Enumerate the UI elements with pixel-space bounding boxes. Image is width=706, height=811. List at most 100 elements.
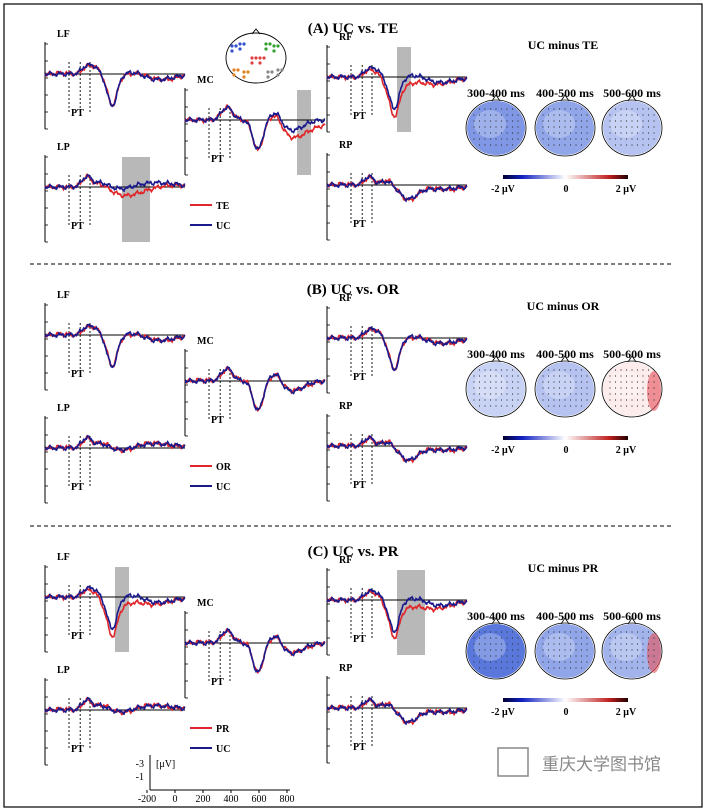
channel-rf: RF PT — [326, 293, 468, 394]
colorbar-bar — [503, 175, 628, 179]
electrode-dot — [478, 661, 481, 663]
electrode-dot — [511, 631, 514, 633]
electrode-dot — [609, 661, 611, 663]
electrode-dot — [575, 375, 577, 377]
electrode-dot — [631, 144, 633, 146]
electrode-dot — [489, 387, 492, 389]
electrode-dot — [473, 381, 475, 383]
electrode-dot — [586, 381, 588, 383]
watermark-text: 重庆大学图书馆 — [542, 755, 661, 775]
electrode-dot — [489, 405, 492, 407]
pt-label: PT — [71, 744, 84, 755]
electrode-dot — [647, 108, 650, 110]
electrode-dot — [575, 387, 577, 389]
electrode-dot — [558, 375, 561, 377]
electrode-dot — [569, 132, 572, 134]
electrode-dot — [484, 108, 486, 110]
electrode-dot — [517, 661, 519, 663]
colorbar-min: -2 μV — [491, 184, 515, 195]
nose — [560, 94, 570, 102]
electrode-dot — [547, 387, 550, 389]
electrode-dot — [547, 661, 550, 663]
uc-wave — [326, 697, 468, 726]
electrode-dot — [478, 126, 481, 128]
electrode-dot — [473, 393, 475, 395]
channel-label: LP — [57, 665, 70, 676]
topomap — [603, 101, 661, 155]
nose — [627, 617, 637, 625]
electrode-dot — [558, 393, 561, 395]
electrode-dot — [569, 643, 572, 645]
topo-highlight — [610, 633, 642, 661]
electrode-dot — [569, 637, 572, 639]
colorbar-bar — [503, 698, 628, 702]
electrode-dot — [609, 643, 611, 645]
electrode-dot — [569, 126, 572, 128]
electrode-dot — [484, 393, 486, 395]
electrode-dot — [511, 369, 514, 371]
electrode-dot — [547, 637, 550, 639]
electrode-dot — [489, 369, 492, 371]
electrode-dot — [547, 375, 550, 377]
electrode-dot — [636, 369, 639, 371]
electrode-dot — [558, 661, 561, 663]
montage-electrode — [250, 56, 254, 60]
electrode-dot — [631, 138, 633, 140]
electrode-dot — [631, 637, 633, 639]
electrode-dot — [564, 655, 566, 657]
electrode-dot — [653, 120, 655, 122]
electrode-dot — [506, 369, 508, 371]
pt-label: PT — [353, 372, 366, 383]
montage-electrode — [250, 61, 254, 65]
head-outline — [601, 99, 663, 157]
electrode-dot — [547, 120, 550, 122]
electrode-dot — [500, 120, 503, 122]
electrode-dot — [580, 138, 583, 140]
time-window-label: 400-500 ms — [536, 347, 594, 361]
topomaps: 300-400 ms 400-500 ms 500-600 ms — [465, 86, 663, 157]
electrode-dot — [636, 643, 639, 645]
electrode-dot — [580, 661, 583, 663]
topo-highlight — [474, 110, 506, 138]
electrode-dot — [478, 381, 481, 383]
montage-electrode — [276, 68, 280, 72]
electrode-dot — [647, 387, 650, 389]
electrode-dot — [489, 114, 492, 116]
electrode-dot — [642, 655, 644, 657]
channel-label: LF — [57, 29, 70, 40]
electrode-dot — [575, 655, 577, 657]
topomap — [467, 101, 525, 155]
uc-wave — [326, 326, 468, 372]
electrode-dot — [478, 667, 481, 669]
colorbar: -2 μV 0 2 μV — [491, 175, 637, 195]
electrode-dot — [653, 661, 655, 663]
electrode-dot — [620, 120, 622, 122]
electrode-dot — [517, 114, 519, 116]
electrode-dot — [517, 649, 519, 651]
electrode-dot — [642, 381, 644, 383]
electrode-dot — [614, 114, 617, 116]
electrode-dot — [558, 399, 561, 401]
electrode-dot — [511, 138, 514, 140]
electrode-dot — [625, 381, 628, 383]
electrode-dot — [636, 387, 639, 389]
outer-border — [3, 3, 703, 808]
electrode-dot — [517, 120, 519, 122]
pt-label: PT — [71, 221, 84, 232]
electrode-dot — [511, 393, 514, 395]
time-window-label: 400-500 ms — [536, 609, 594, 623]
electrode-dot — [575, 393, 577, 395]
electrode-dot — [620, 631, 622, 633]
electrode-dot — [489, 399, 492, 401]
electrode-dot — [511, 144, 514, 146]
electrode-dot — [569, 399, 572, 401]
electrode-dot — [569, 369, 572, 371]
electrode-dot — [547, 108, 550, 110]
montage-electrode — [258, 56, 262, 60]
montage-electrode — [272, 44, 276, 48]
electrode-dot — [620, 661, 622, 663]
electrode-dot — [473, 120, 475, 122]
montage-electrode — [276, 44, 280, 48]
head-outline — [601, 622, 663, 680]
electrode-dot — [631, 631, 633, 633]
